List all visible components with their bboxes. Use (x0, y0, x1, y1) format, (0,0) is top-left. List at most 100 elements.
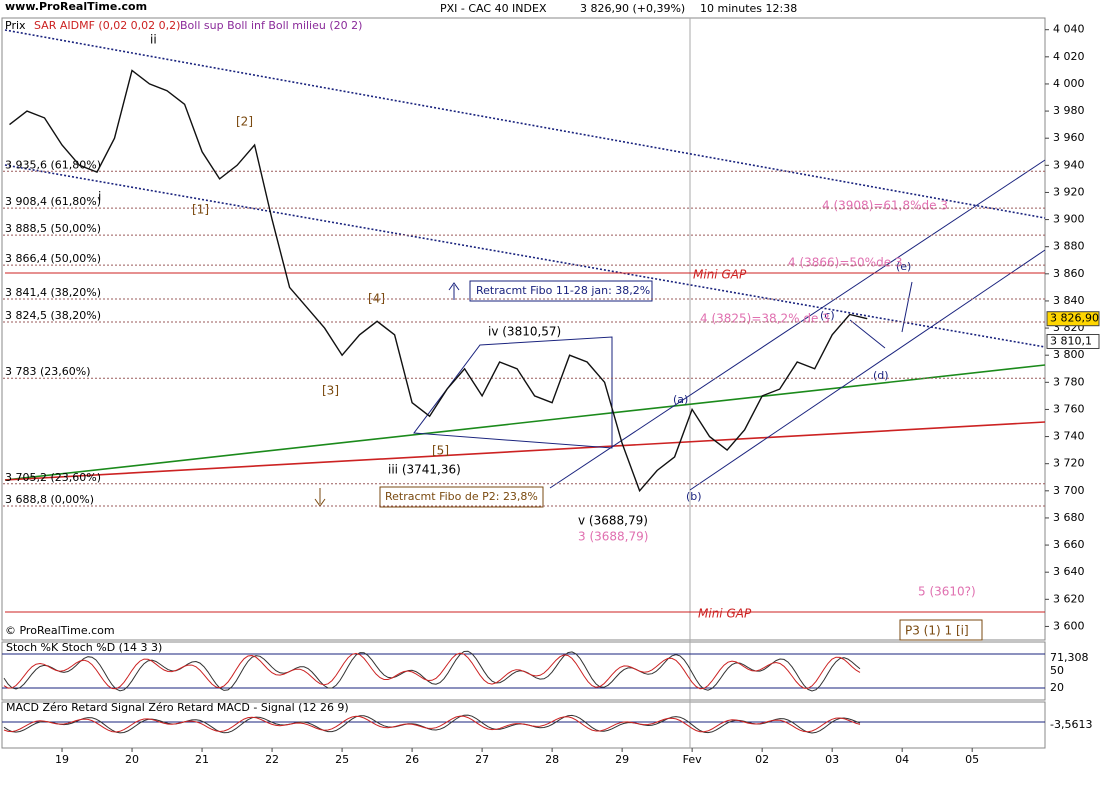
fib-label: 3 866,4 (50,00%) (5, 252, 101, 265)
y-tick-label: 3 980 (1053, 104, 1085, 117)
annotation: (b) (686, 490, 702, 503)
y-tick-label: 3 620 (1053, 592, 1085, 605)
y-tick-label: 3 800 (1053, 348, 1085, 361)
y-tick-label: 4 000 (1053, 77, 1085, 90)
trend-line (4, 29, 1046, 219)
copyright: © ProRealTime.com (5, 624, 115, 637)
oscillator (3, 650, 861, 692)
annotation: [2] (236, 115, 253, 129)
annotation: 4 (3908)=61,8%de 3 (822, 199, 948, 213)
y-tick-label: 3 720 (1053, 457, 1085, 470)
x-tick-label: 26 (405, 753, 419, 766)
indicator-level: 20 (1050, 681, 1064, 694)
y-tick-label: 3 760 (1053, 402, 1085, 415)
x-tick-label: 27 (475, 753, 489, 766)
fib-label: 3 841,4 (38,20%) (5, 286, 101, 299)
y-tick-label: 3 740 (1053, 430, 1085, 443)
y-tick-label: 3 600 (1053, 619, 1085, 632)
indicator-title: Stoch %K Stoch %D (14 3 3) (6, 641, 162, 654)
fib-label: 3 935,6 (61,80%) (5, 158, 101, 171)
x-tick-label: Fev (683, 753, 702, 766)
x-tick-label: 25 (335, 753, 349, 766)
annotation: (a) (673, 393, 688, 406)
quote: 3 826,90 (+0,39%) (580, 2, 685, 15)
annotation: (d) (873, 369, 889, 382)
annotation: (e) (896, 260, 911, 273)
annotation: 4 (3825)=38,2% de 3 (700, 312, 830, 326)
y-tick-label: 3 860 (1053, 267, 1085, 280)
note-box (469, 280, 653, 302)
legend-item: Boll sup Boll inf Boll milieu (20 2) (180, 19, 362, 32)
x-tick-label: 28 (545, 753, 559, 766)
legend-item: SAR AIDMF (0,02 0,02 0,2) (34, 19, 180, 32)
price-line (9, 69, 868, 493)
x-tick-label: 02 (755, 753, 769, 766)
fib-label: 3 908,4 (61,80%) (5, 195, 101, 208)
legend-item: Prix (5, 19, 26, 32)
annotation: [1] (192, 203, 209, 217)
price-marker-label: 3 826,90 (1050, 312, 1099, 325)
triangle (413, 336, 613, 449)
indicator-value: -3,5613 (1050, 718, 1092, 731)
annotation: 5 (3610?) (918, 585, 976, 599)
instrument: PXI - CAC 40 INDEX (440, 2, 547, 15)
y-tick-label: 3 900 (1053, 213, 1085, 226)
x-tick-label: 19 (55, 753, 69, 766)
oscillator (3, 715, 861, 733)
x-tick-label: 20 (125, 753, 139, 766)
y-tick-label: 3 700 (1053, 484, 1085, 497)
y-tick-label: 3 840 (1053, 294, 1085, 307)
indicator-level: 50 (1050, 664, 1064, 677)
x-tick-label: 05 (965, 753, 979, 766)
price-marker-label: 3 810,1 (1050, 334, 1092, 347)
annotation: 4 (3866)=50%de 3 (788, 256, 903, 270)
stoch-panel (1, 641, 1046, 701)
annotation: iv (3810,57) (488, 325, 561, 339)
arrow (849, 281, 913, 349)
fib-label: 3 705,2 (23,60%) (5, 471, 101, 484)
annotation: [4] (368, 292, 385, 306)
channel-line (549, 159, 1046, 489)
annotation: 3 (3688,79) (578, 530, 648, 544)
annotation: Retracmt Fibo 11-28 jan: 38,2% (476, 284, 650, 297)
x-tick-label: 22 (265, 753, 279, 766)
y-tick-label: 3 680 (1053, 511, 1085, 524)
annotation: [5] (432, 444, 449, 458)
annotation: Mini GAP (693, 268, 747, 282)
annotation: Mini GAP (698, 607, 752, 621)
period: 10 minutes 12:38 (700, 2, 797, 15)
fib-label: 3 783 (23,60%) (5, 365, 91, 378)
trend-line (4, 421, 1046, 481)
y-tick-label: 3 880 (1053, 240, 1085, 253)
indicator-title: MACD Zéro Retard Signal Zéro Retard MACD… (6, 701, 349, 714)
price-marker (1046, 333, 1100, 349)
annotation: Retracmt Fibo de P2: 23,8% (385, 490, 538, 503)
y-tick-label: 3 960 (1053, 131, 1085, 144)
y-tick-label: 4 040 (1053, 23, 1085, 36)
annotation: iii (3741,36) (388, 463, 461, 477)
annotation: i (98, 190, 101, 204)
oscillator (3, 714, 861, 734)
note-box (379, 486, 544, 508)
note-box (899, 619, 983, 641)
y-tick-label: 3 940 (1053, 158, 1085, 171)
channel-line (689, 249, 1046, 491)
fib-label: 3 688,8 (0,00%) (5, 493, 94, 506)
x-tick-label: 29 (615, 753, 629, 766)
y-tick-label: 3 660 (1053, 538, 1085, 551)
annotation: v (3688,79) (578, 514, 648, 528)
x-tick-label: 21 (195, 753, 209, 766)
indicator-value: 71,308 (1050, 651, 1089, 664)
arrow (448, 282, 460, 300)
annotation: P3 (1) 1 [i] (905, 624, 969, 638)
fib-label: 3 888,5 (50,00%) (5, 222, 101, 235)
annotation: ii (150, 33, 157, 47)
trend-line (4, 364, 1046, 481)
fib-label: 3 824,5 (38,20%) (5, 309, 101, 322)
price-panel (1, 17, 1046, 641)
y-tick-label: 3 920 (1053, 185, 1085, 198)
x-tick-label: 03 (825, 753, 839, 766)
annotation: (c) (820, 309, 835, 322)
